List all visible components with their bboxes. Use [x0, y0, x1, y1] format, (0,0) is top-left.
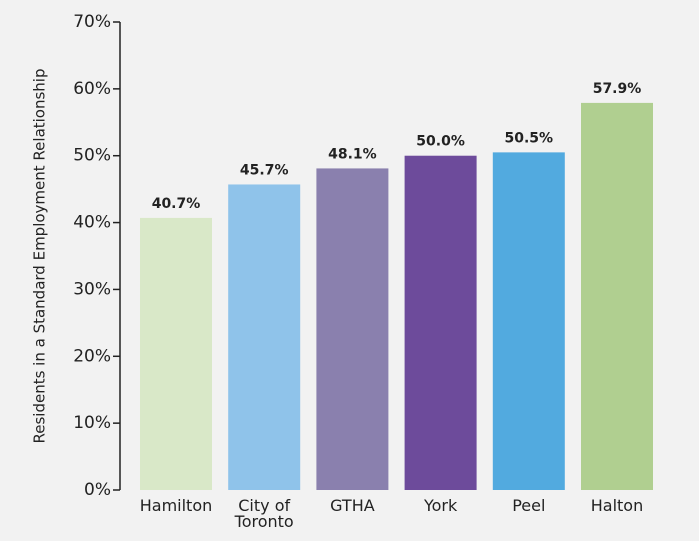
- bar: [404, 155, 477, 490]
- value-label: 50.0%: [416, 134, 465, 150]
- y-tick-label: 10%: [73, 413, 111, 433]
- y-tick-label: 60%: [73, 79, 111, 99]
- value-label: 57.9%: [593, 81, 642, 97]
- x-tick-label: City of Toronto: [234, 496, 294, 531]
- bar: [492, 152, 565, 490]
- x-tick-label: Halton: [590, 496, 644, 515]
- bar: [316, 168, 389, 490]
- x-tick-label: GTHA: [330, 496, 375, 515]
- y-axis-label: Residents in a Standard Employment Relat…: [31, 69, 49, 444]
- value-label: 48.1%: [328, 146, 377, 162]
- y-tick-label: 40%: [73, 213, 111, 233]
- x-tick-label: Hamilton: [139, 496, 213, 515]
- x-tick-label: Peel: [512, 496, 546, 515]
- y-tick-label: 20%: [73, 346, 111, 366]
- bar: [228, 184, 301, 490]
- y-tick-label: 70%: [73, 12, 111, 32]
- y-tick-label: 50%: [73, 146, 111, 166]
- bar: [140, 217, 212, 491]
- y-tick-label: 30%: [73, 279, 111, 299]
- value-label: 40.7%: [152, 196, 201, 212]
- value-label: 50.5%: [505, 130, 554, 146]
- x-tick-label: York: [423, 496, 458, 515]
- bar: [581, 102, 653, 490]
- value-label: 45.7%: [240, 162, 289, 178]
- y-tick-label: 0%: [84, 480, 111, 500]
